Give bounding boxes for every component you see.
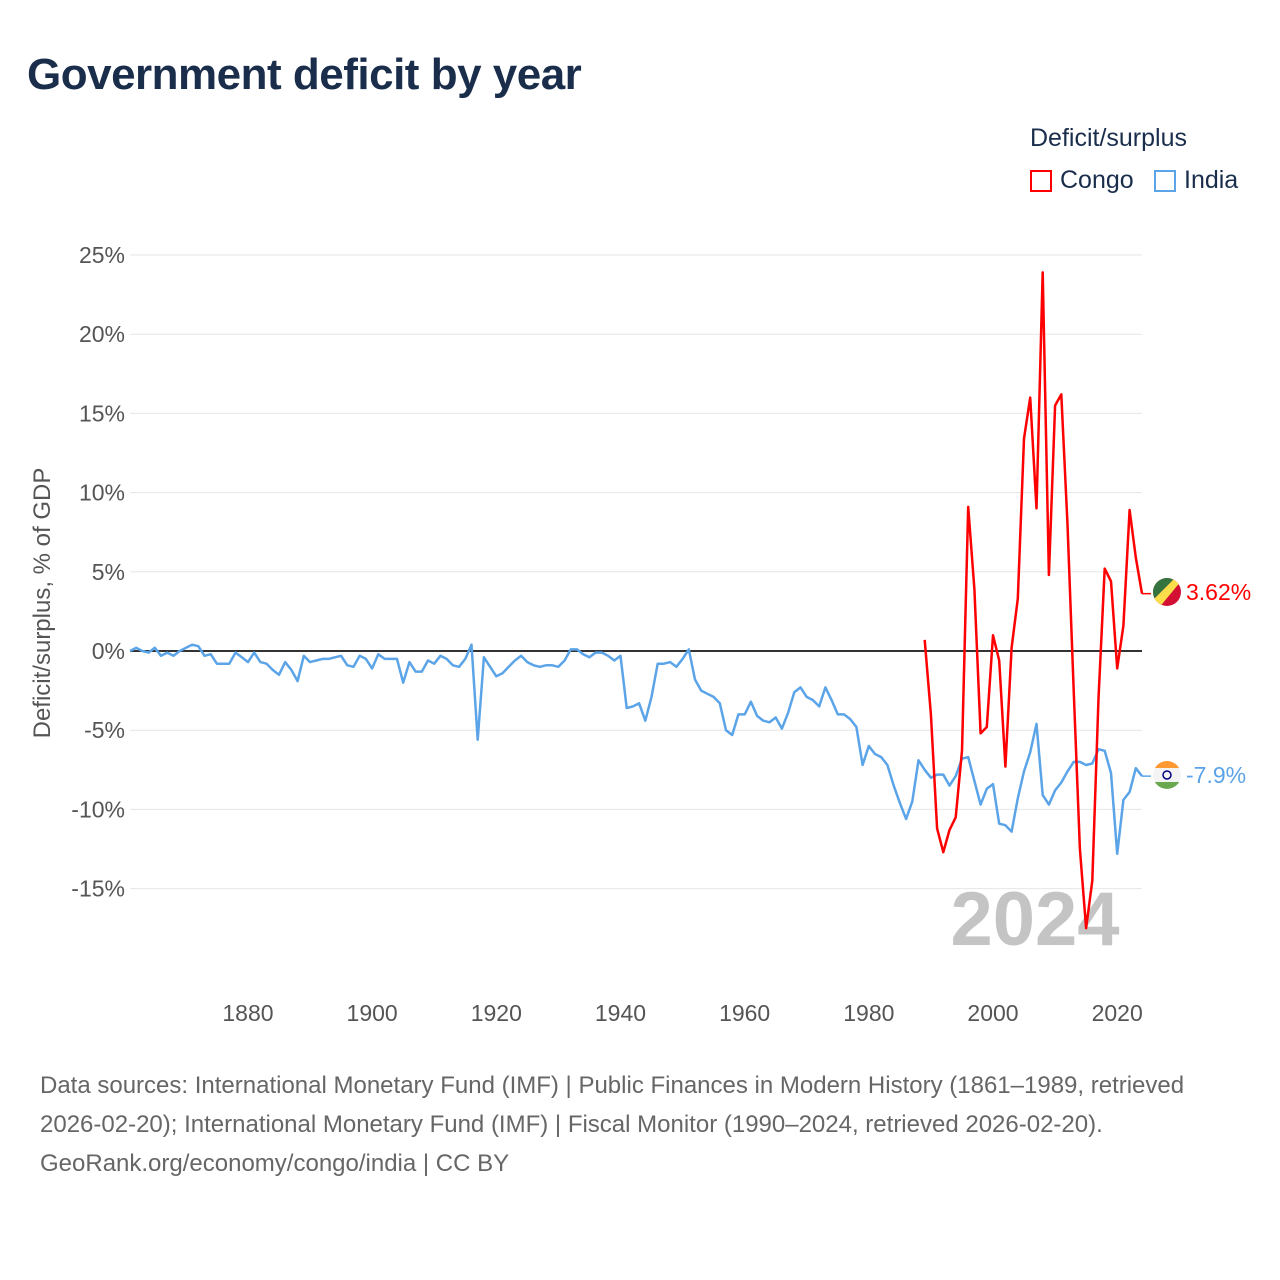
y-tick-label: 20% xyxy=(79,321,125,347)
credit-link[interactable]: GeoRank.org/economy/congo/india | CC BY xyxy=(40,1150,510,1177)
y-axis-label: Deficit/surplus, % of GDP xyxy=(29,468,56,739)
x-tick-label: 1940 xyxy=(595,1000,646,1026)
year-watermark: 2024 xyxy=(950,877,1119,962)
x-tick-label: 1980 xyxy=(843,1000,894,1026)
x-tick-label: 2020 xyxy=(1092,1000,1143,1026)
footer: Data sources: International Monetary Fun… xyxy=(40,1066,1240,1183)
legend-title: Deficit/surplus xyxy=(1030,124,1187,152)
congo-end-label: 3.62% xyxy=(1186,579,1251,605)
series-line-congo xyxy=(923,271,1144,930)
y-tick-label: -10% xyxy=(71,796,125,822)
x-tick-label: 1960 xyxy=(719,1000,770,1026)
y-tick-label: -5% xyxy=(84,717,125,743)
congo-flag-icon xyxy=(1153,578,1181,606)
legend-label-congo: Congo xyxy=(1060,166,1134,194)
data-sources: Data sources: International Monetary Fun… xyxy=(40,1072,1185,1138)
x-tick-label: 1880 xyxy=(222,1000,273,1026)
chart-title: Government deficit by year xyxy=(27,50,582,99)
y-tick-label: 10% xyxy=(79,480,125,506)
y-tick-label: 5% xyxy=(92,559,125,585)
series-line-india xyxy=(129,643,1143,856)
line-chart: -15% -10% -5% 0% 5% 10% 15% 20% 25% 1880 1900 1920 1… xyxy=(29,242,1251,1026)
y-tick-label: -15% xyxy=(71,876,125,902)
y-tick-label: 15% xyxy=(79,400,125,426)
legend-label-india: India xyxy=(1184,166,1239,194)
y-tick-label: 0% xyxy=(92,638,125,664)
y-tick-label: 25% xyxy=(79,242,125,268)
legend-swatch-india xyxy=(1154,169,1176,192)
x-tick-label: 1900 xyxy=(347,1000,398,1026)
india-flag-icon xyxy=(1153,761,1181,789)
legend-swatch-congo xyxy=(1030,169,1052,192)
x-tick-label: 2000 xyxy=(967,1000,1018,1026)
legend-item-india[interactable]: India xyxy=(1154,166,1238,195)
x-tick-label: 1920 xyxy=(471,1000,522,1026)
legend-item-congo[interactable]: Congo xyxy=(1030,166,1134,195)
india-end-label: -7.9% xyxy=(1186,762,1246,788)
